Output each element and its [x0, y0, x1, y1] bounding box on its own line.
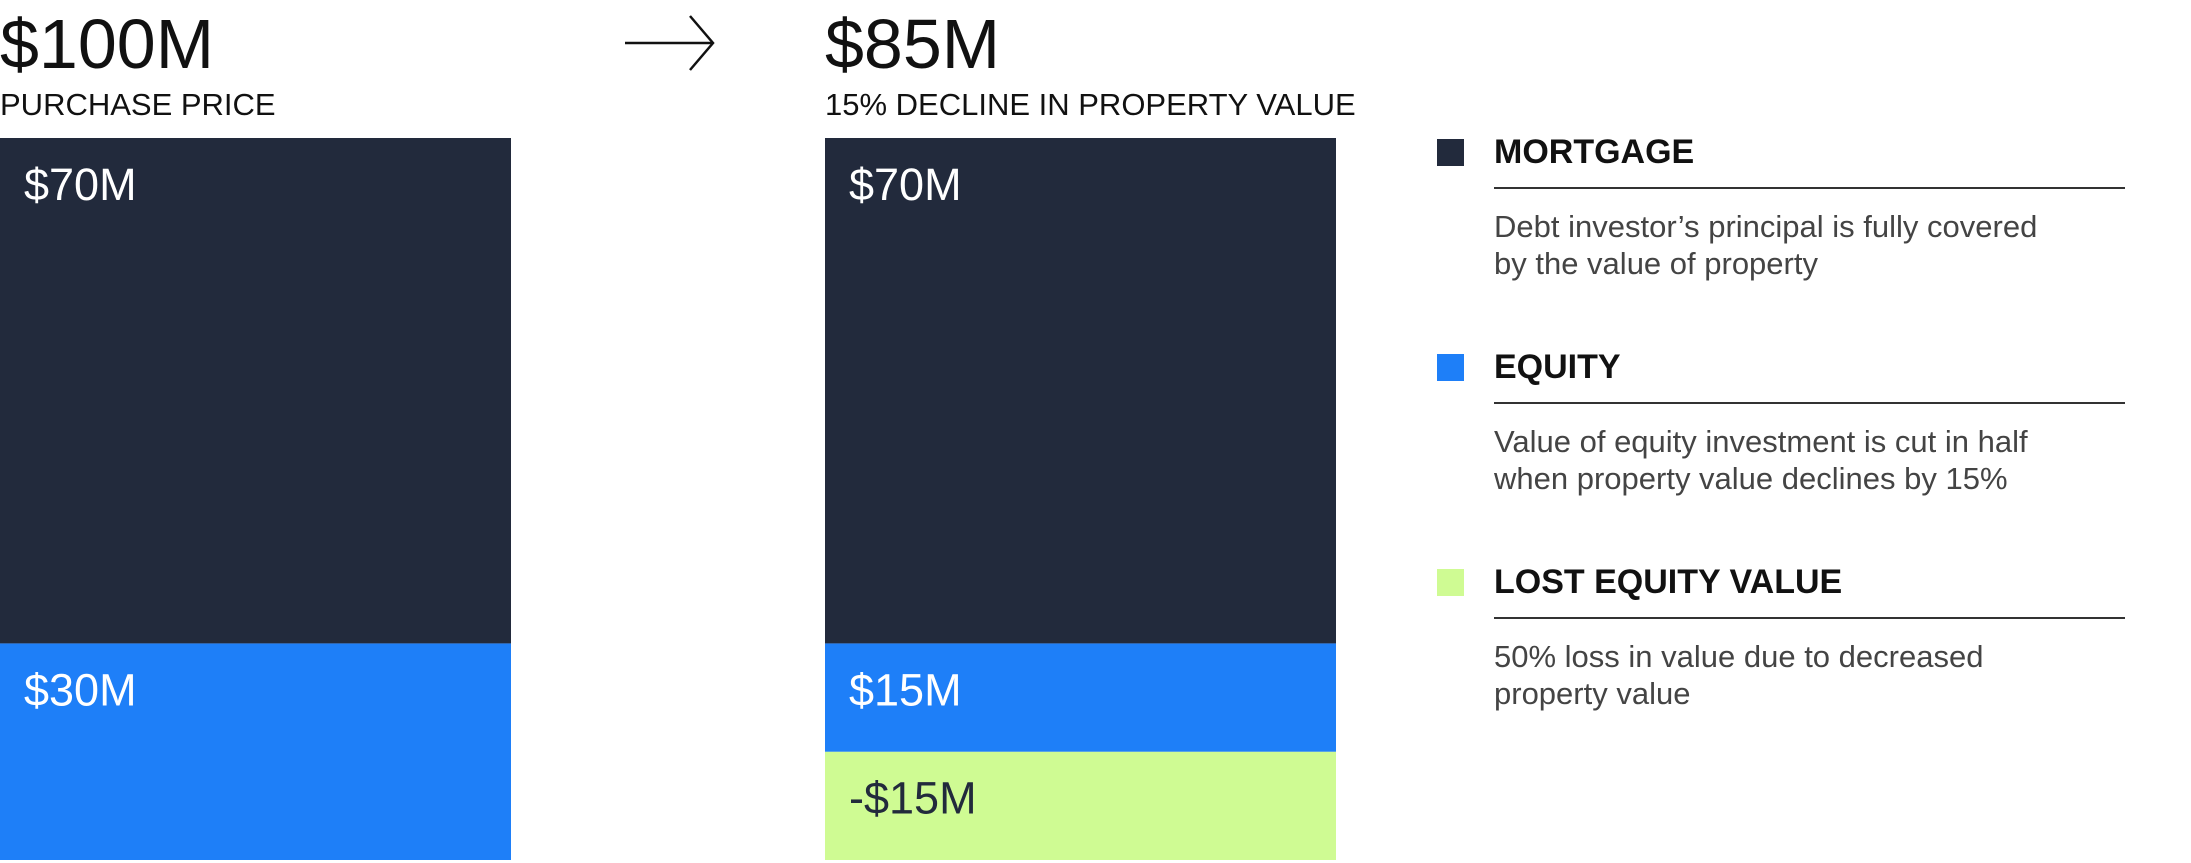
- value-label: $70M: [849, 159, 962, 210]
- legend-description: property value: [1494, 676, 1690, 711]
- bar-segment: [825, 138, 1336, 644]
- value-label: $70M: [24, 159, 137, 210]
- legend-description: by the value of property: [1494, 246, 1818, 281]
- bar-segment: [825, 751, 1336, 860]
- bar-segment: [0, 138, 511, 644]
- column-title: $85M: [825, 5, 1000, 83]
- legend-swatch: [1437, 354, 1464, 381]
- legend-swatch: [1437, 139, 1464, 166]
- legend-description: 50% loss in value due to decreased: [1494, 639, 1983, 674]
- column-title: $100M: [0, 5, 214, 83]
- value-label: $15M: [849, 664, 962, 715]
- bar-segment: [825, 643, 1336, 752]
- legend-description: Value of equity investment is cut in hal…: [1494, 424, 2028, 459]
- legend-title: LOST EQUITY VALUE: [1494, 563, 1842, 601]
- legend-title: MORTGAGE: [1494, 133, 1694, 171]
- legend-title: EQUITY: [1494, 348, 1621, 386]
- arrow: [625, 15, 715, 71]
- arrow-head: [689, 15, 715, 71]
- legend-description: Debt investor’s principal is fully cover…: [1494, 209, 2037, 244]
- legend-description: when property value declines by 15%: [1493, 461, 2008, 496]
- value-label: $30M: [24, 664, 137, 715]
- legend-swatch: [1437, 569, 1464, 596]
- column-subtitle: PURCHASE PRICE: [0, 87, 276, 122]
- column-subtitle: 15% DECLINE IN PROPERTY VALUE: [825, 87, 1356, 122]
- bar-segment: [0, 643, 511, 860]
- value-label: -$15M: [849, 773, 977, 824]
